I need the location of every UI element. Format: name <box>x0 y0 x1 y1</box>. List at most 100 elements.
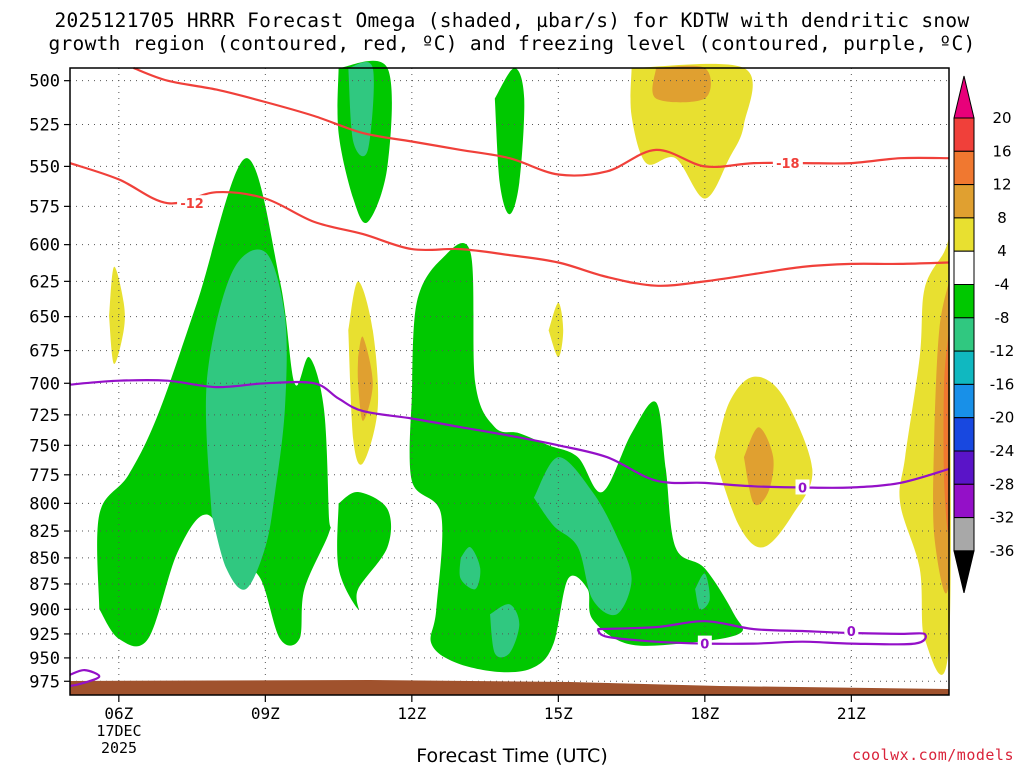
date-label-day: 17DEC <box>96 722 142 740</box>
omega-region-13 <box>357 336 373 421</box>
omega-region-4 <box>348 61 374 157</box>
purple-contour-label-1: 0 <box>847 625 856 640</box>
axes <box>64 67 950 702</box>
colorbar-label: 20 <box>992 109 1011 127</box>
omega-region-7 <box>533 457 632 616</box>
colorbar-swatch-5 <box>953 250 975 285</box>
x-tick-label: 21Z <box>837 704 866 723</box>
x-tick-label: 06Z <box>104 704 133 723</box>
red-contour-label-0: -18 <box>776 157 800 172</box>
purple-contour-label-bg-0 <box>795 479 810 495</box>
y-tick-label: 725 <box>29 406 60 426</box>
x-tick-label: 12Z <box>397 704 426 723</box>
colorbar-swatch-9 <box>953 383 975 419</box>
colorbar-label: 16 <box>992 142 1011 160</box>
x-tick-label: 18Z <box>690 704 719 723</box>
chart-title-line-1: 2025121705 HRRR Forecast Omega (shaded, … <box>54 9 970 32</box>
colorbar-label: -32 <box>990 509 1015 527</box>
freezing-level-contours: 0 0 0 <box>69 378 950 687</box>
colorbar-swatch-13 <box>953 517 975 552</box>
x-tick-label: 09Z <box>251 704 280 723</box>
colorbar-swatch-1 <box>953 117 975 152</box>
date-label-year: 2025 <box>100 739 138 757</box>
omega-region-5 <box>494 68 525 215</box>
omega-region-16 <box>652 65 711 103</box>
colorbar-label: -12 <box>990 342 1015 360</box>
credit-link[interactable]: coolwx.com/models <box>851 746 1014 764</box>
terrain-band <box>70 680 949 695</box>
y-axis-labels: 500 525 550 575 600 625 650 675 700 725 750 775 800 8… <box>29 72 60 693</box>
y-tick-label: 825 <box>29 522 60 542</box>
purple-contour-1 <box>596 620 927 646</box>
colorbar-label: -16 <box>990 375 1015 393</box>
red-contour-label-bg-0 <box>772 155 803 172</box>
y-tick-label: 500 <box>29 72 60 92</box>
red-contour-label-1: -12 <box>180 197 204 212</box>
purple-contour-label-0: 0 <box>798 481 807 496</box>
colorbar-swatch-12 <box>953 483 975 519</box>
colorbar-swatch-10 <box>953 417 975 452</box>
colorbar-label: -36 <box>990 542 1015 560</box>
omega-region-11 <box>109 266 125 364</box>
red-contour-label-bg-1 <box>177 195 208 212</box>
colorbar-swatch-8 <box>953 350 975 385</box>
purple-contour-label-bg-1 <box>844 623 859 639</box>
red-contour-0 <box>133 66 950 177</box>
colorbar-swatch-6 <box>953 284 975 319</box>
omega-region-21 <box>943 330 950 533</box>
x-axis-title: Forecast Time (UTC) <box>416 745 608 767</box>
colorbar-label: -4 <box>995 276 1010 294</box>
y-tick-label: 975 <box>29 672 60 692</box>
colorbar-label: 8 <box>997 209 1007 227</box>
chart-title-line-2: growth region (contoured, red, ºC) and f… <box>48 32 976 55</box>
plot-frame <box>69 67 950 696</box>
colorbar-swatch-4 <box>953 217 975 252</box>
colorbar-label: -20 <box>990 409 1015 427</box>
omega-shaded-regions <box>97 60 951 675</box>
y-tick-label: 700 <box>29 374 60 394</box>
dendritic-growth-contours: -18 -12 <box>69 66 950 287</box>
y-tick-label: 800 <box>29 494 60 514</box>
purple-contour-label-2: 0 <box>700 638 709 653</box>
colorbar-label: -24 <box>990 442 1015 460</box>
y-tick-label: 625 <box>29 272 60 292</box>
colorbar-swatch-7 <box>953 317 975 352</box>
y-tick-label: 900 <box>29 600 60 620</box>
x-axis-labels: 06Z 09Z 12Z 15Z 18Z 21Z <box>104 704 866 723</box>
y-tick-label: 875 <box>29 575 60 595</box>
red-contour-1 <box>69 162 950 287</box>
colorbar-swatch-11 <box>953 450 975 485</box>
colorbar-swatch-2 <box>953 150 975 186</box>
omega-region-6 <box>409 242 744 673</box>
colorbar-label: -28 <box>990 475 1015 493</box>
grid-lines <box>70 68 949 695</box>
colorbar-label: -8 <box>995 309 1010 327</box>
x-tick-label: 15Z <box>544 704 573 723</box>
omega-region-10 <box>695 573 710 610</box>
y-tick-label: 575 <box>29 197 60 217</box>
colorbar-label: 12 <box>992 176 1011 194</box>
omega-region-2 <box>337 491 392 610</box>
omega-region-1 <box>205 249 287 590</box>
purple-contour-label-bg-2 <box>697 635 712 651</box>
omega-region-8 <box>459 547 481 590</box>
colorbar-bottom-arrow <box>953 550 975 594</box>
y-tick-label: 675 <box>29 342 60 362</box>
colorbar-label: 4 <box>997 242 1007 260</box>
omega-region-14 <box>548 302 564 358</box>
colorbar-top-arrow <box>953 75 975 119</box>
y-tick-label: 850 <box>29 549 60 569</box>
y-tick-label: 775 <box>29 466 60 486</box>
y-tick-label: 600 <box>29 236 60 256</box>
y-tick-label: 925 <box>29 625 60 645</box>
terrain-fill <box>70 680 949 695</box>
colorbar: 20 16 12 8 4 -4 -8 -12 -16 -20 -24 -28 -32 -36 <box>953 75 1015 594</box>
y-tick-label: 550 <box>29 157 60 177</box>
purple-contour-2 <box>69 669 101 687</box>
y-tick-label: 950 <box>29 649 60 669</box>
colorbar-swatch-3 <box>953 184 975 219</box>
y-tick-label: 650 <box>29 308 60 328</box>
omega-region-9 <box>490 604 520 658</box>
y-tick-label: 750 <box>29 436 60 456</box>
